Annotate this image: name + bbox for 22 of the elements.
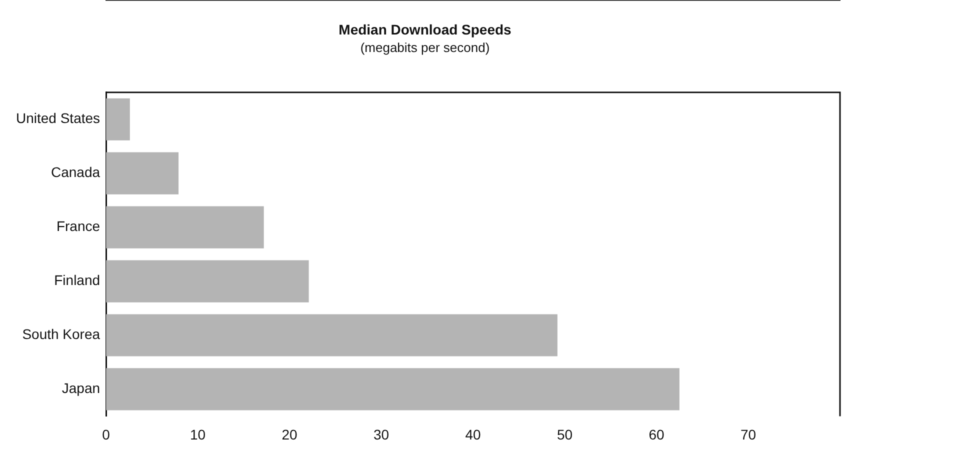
chart-title: Median Download Speeds — [338, 21, 512, 38]
x-tick-label: 50 — [556, 426, 573, 442]
x-tick-label: 60 — [648, 426, 665, 442]
y-tick-label: Finland — [54, 272, 100, 288]
x-tick-label: 70 — [740, 426, 756, 442]
bar — [106, 368, 680, 410]
y-tick-label: United States — [16, 110, 100, 126]
y-tick-label: Japan — [62, 380, 100, 396]
bar — [106, 98, 130, 140]
chart-subtitle: (megabits per second) — [360, 40, 490, 56]
y-tick-label: South Korea — [22, 326, 100, 342]
x-tick-label: 0 — [102, 426, 110, 442]
x-tick-label: 40 — [465, 426, 482, 442]
x-tick-label: 20 — [282, 426, 298, 442]
x-tick-label: 30 — [373, 426, 390, 442]
bar — [106, 260, 309, 302]
y-tick-label: France — [56, 218, 100, 234]
bar — [106, 314, 558, 356]
bar — [106, 206, 264, 248]
y-tick-label: Canada — [51, 164, 100, 180]
bar — [106, 152, 179, 194]
x-tick-label: 10 — [190, 426, 206, 442]
